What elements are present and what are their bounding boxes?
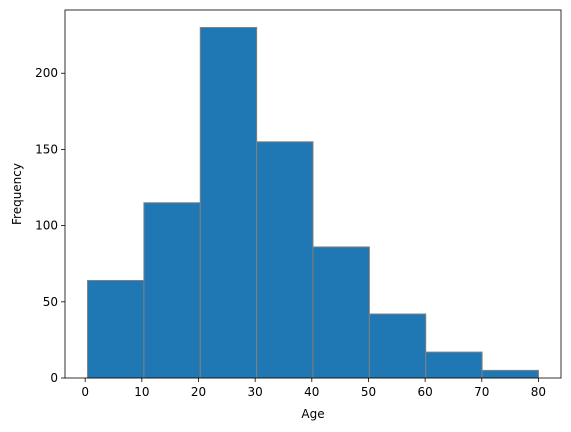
bar [368,313,427,379]
bar [199,27,258,379]
x-tick-label: 50 [361,385,376,399]
x-tick-label: 60 [417,385,432,399]
bar [312,246,370,379]
y-axis-label: Frequency [10,163,24,225]
x-tick-label: 0 [81,385,89,399]
bar [143,202,201,379]
bar [256,141,314,379]
y-tick-label: 150 [35,142,58,156]
x-tick-label: 20 [191,385,206,399]
y-tick-label: 200 [35,66,58,80]
bar [481,369,539,379]
bar [87,279,145,379]
y-tick-label: 100 [35,219,58,233]
y-tick-label: 0 [50,371,58,385]
x-tick-label: 80 [531,385,546,399]
x-tick-label: 10 [134,385,149,399]
bar [425,351,483,379]
x-axis-label: Age [301,407,324,421]
axes-frame [64,9,562,379]
y-tick-label: 50 [43,295,58,309]
x-tick-label: 70 [474,385,489,399]
x-tick-label: 30 [248,385,263,399]
x-tick-label: 40 [304,385,319,399]
